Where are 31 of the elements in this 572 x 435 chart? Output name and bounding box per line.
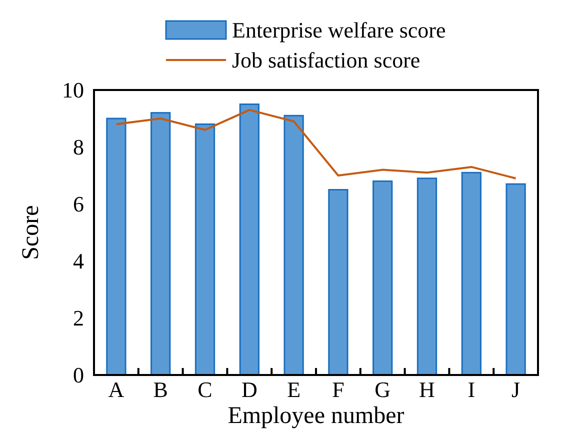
y-tick-label: 10	[62, 78, 84, 103]
bar	[150, 112, 171, 376]
x-tick-label: H	[419, 377, 436, 402]
bar	[284, 114, 304, 376]
y-tick-label: 4	[73, 248, 84, 274]
y-tick-label: 8	[73, 134, 84, 160]
x-tick-label: A	[108, 377, 124, 402]
x-tick-label: F	[332, 377, 344, 402]
x-axis-title: Employee number	[228, 403, 404, 429]
bar	[506, 183, 526, 376]
x-tick-label: I	[468, 377, 476, 402]
legend-label: Enterprise welfare score	[232, 18, 446, 43]
bar	[461, 172, 482, 376]
bar	[239, 104, 260, 376]
bar	[194, 123, 216, 376]
x-tick-label: J	[512, 377, 521, 402]
y-axis-title: Score	[18, 205, 44, 260]
y-tick-label: 0	[73, 362, 84, 388]
bar	[372, 180, 393, 376]
x-tick-label: B	[153, 377, 168, 402]
x-tick-label: C	[198, 377, 212, 402]
x-tick-label: G	[374, 377, 391, 402]
bar	[328, 189, 348, 376]
bar	[416, 178, 438, 376]
y-tick-label: 2	[73, 306, 84, 331]
x-tick-label: D	[241, 377, 258, 402]
x-tick-label: E	[287, 377, 301, 402]
y-tick-label: 6	[73, 192, 84, 217]
bar	[106, 118, 126, 376]
line-series	[115, 108, 517, 180]
legend-label: Job satisfaction score	[232, 48, 420, 73]
